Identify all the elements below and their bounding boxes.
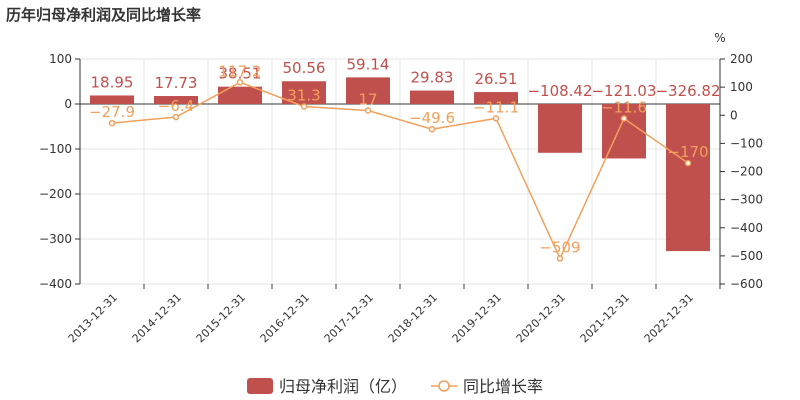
y-right-tick-label: 100 [730, 80, 753, 94]
y-right-tick-label: −100 [730, 136, 763, 150]
legend-line-label: 同比增长率 [463, 377, 543, 396]
line-point [556, 255, 564, 262]
line-point [620, 115, 628, 122]
line-value-label: −49.6 [409, 109, 455, 127]
bar-value-label: 17.73 [155, 74, 198, 92]
y-right-tick-label: −200 [730, 165, 763, 179]
line-point [428, 125, 436, 133]
line-point [108, 119, 116, 127]
y-left-tick-label: 100 [49, 52, 72, 66]
line-value-label: −11.6 [601, 99, 647, 117]
x-tick-label: 2013-12-31 [66, 291, 120, 345]
y-right-tick-label: 0 [730, 108, 738, 122]
axes: 100 0 −100 −200 −300 −400 200 100 0 −100 −200 −300 −… [39, 31, 763, 345]
y-right-tick-label: −300 [730, 193, 763, 207]
legend-bar-swatch [247, 378, 273, 394]
bar-value-label: −121.03 [591, 82, 656, 100]
data-labels: 18.95 17.73 38.51 50.56 59.14 29.83 26.51 −108.… [89, 55, 721, 256]
line-value-label: 17 [358, 90, 377, 108]
y-right-tick-label: −600 [730, 277, 763, 291]
bar-value-label: 59.14 [347, 55, 390, 73]
line-point [492, 115, 500, 122]
x-tick-label: 2021-12-31 [578, 291, 632, 345]
bar-value-label: −108.42 [527, 82, 592, 100]
bar [410, 90, 454, 104]
legend-bar-label: 归母净利润（亿） [279, 377, 407, 396]
y-right-tick-label: −500 [730, 249, 763, 263]
legend-line-marker [438, 380, 450, 392]
bar-value-label: 29.83 [411, 69, 454, 87]
y-right-unit: % [714, 31, 725, 45]
y-left-tick-label: −400 [39, 277, 72, 291]
y-right-tick-label: −400 [730, 221, 763, 235]
bar-value-label: 50.56 [283, 59, 326, 77]
line-value-label: −27.9 [89, 103, 135, 121]
bar [538, 104, 582, 153]
line-point [364, 107, 372, 114]
line-series [108, 79, 692, 262]
x-tick-label: 2018-12-31 [386, 291, 440, 345]
y-left-tick-label: −100 [39, 142, 72, 156]
line-value-label: −509 [539, 238, 580, 256]
bar [218, 86, 262, 104]
line-value-label: −11.1 [473, 98, 519, 116]
x-tick-label: 2016-12-31 [258, 291, 312, 345]
bar [666, 104, 710, 252]
line-value-label: −6.4 [158, 97, 194, 115]
bar-value-label: 26.51 [475, 70, 518, 88]
line-value-label: 31.3 [287, 86, 320, 104]
bar-value-label: −326.82 [655, 82, 720, 100]
x-tick-label: 2022-12-31 [642, 291, 696, 345]
y-right-tick-label: 200 [730, 52, 753, 66]
line-point [684, 159, 692, 167]
chart-title: 历年归母净利润及同比增长率 [6, 6, 202, 24]
y-left-tick-label: 0 [64, 97, 72, 111]
growth-line [111, 81, 689, 261]
line-point [172, 113, 180, 121]
bar [282, 81, 326, 104]
bar [474, 92, 518, 104]
line-value-label: 117.2 [219, 62, 262, 80]
legend: 归母净利润（亿） 同比增长率 [247, 377, 543, 396]
line-point [300, 103, 308, 110]
bar [90, 95, 134, 104]
line-value-label: −170 [667, 143, 708, 161]
y-left-tick-label: −200 [39, 187, 72, 201]
x-tick-label: 2017-12-31 [322, 291, 376, 345]
bar [154, 96, 198, 104]
bars [90, 77, 710, 252]
x-tick-label: 2019-12-31 [450, 291, 504, 345]
x-tick-label: 2015-12-31 [194, 291, 248, 345]
x-tick-label: 2014-12-31 [130, 291, 184, 345]
bar-value-label: 38.51 [219, 65, 262, 83]
line-point [236, 79, 244, 86]
bar-value-label: 18.95 [91, 73, 134, 91]
x-tick-label: 2020-12-31 [514, 291, 568, 345]
bar [346, 77, 390, 104]
y-left-tick-label: −300 [39, 232, 72, 246]
